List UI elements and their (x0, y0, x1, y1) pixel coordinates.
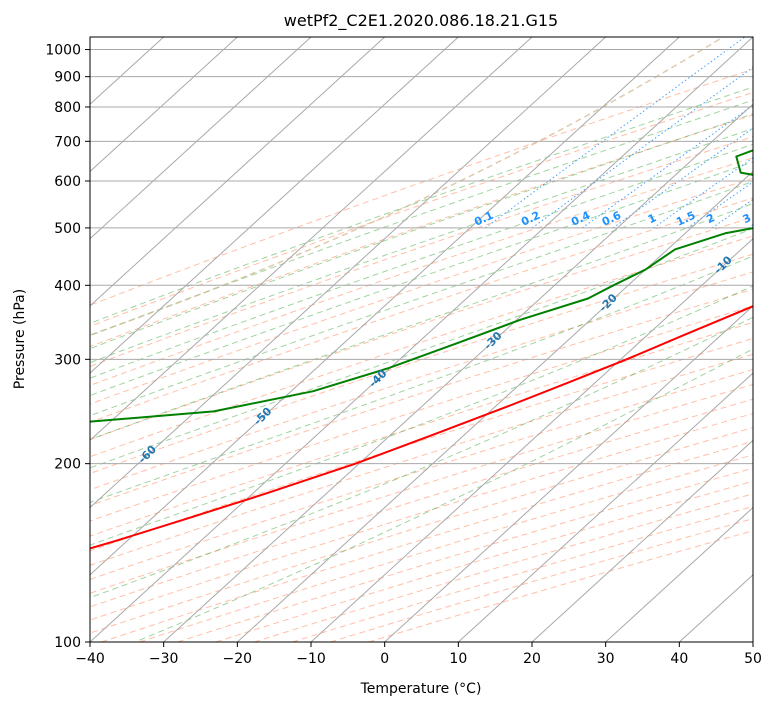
x-tick-label: 30 (597, 651, 615, 667)
isotherm-line (90, 37, 386, 307)
x-axis-title: Temperature (°C) (360, 681, 482, 697)
dry-adiabat (139, 454, 753, 642)
moist-adiabat (90, 113, 753, 350)
mixing-ratio-line (653, 157, 753, 229)
isotherm-line (90, 37, 533, 442)
y-tick-label: 300 (54, 352, 81, 368)
temperature-profile (90, 305, 753, 550)
y-axis: 100 200 300 400 500 600 700 800 900 1000 (45, 43, 90, 651)
y-tick-label: 800 (54, 100, 81, 116)
mixing-ratio-line (748, 224, 753, 229)
chart-title: wetPf2_C2E1.2020.086.18.21.G15 (284, 11, 558, 31)
isotherm-line (90, 37, 607, 509)
mixing-ratio-line (485, 37, 746, 229)
isotherm-label: -70 (21, 480, 44, 503)
isotherm-line (90, 37, 753, 642)
isotherm-line (236, 170, 753, 642)
mixing-ratio-label: 0.4 (569, 209, 592, 229)
mixing-ratio-label: 0.2 (519, 209, 542, 229)
y-axis-title: Pressure (hPa) (12, 289, 28, 389)
x-tick-label: 50 (744, 651, 762, 667)
isotherm-line (90, 37, 459, 374)
x-tick-label: 20 (523, 651, 541, 667)
y-tick-label: 1000 (45, 43, 81, 59)
isotherm-line (531, 439, 753, 642)
isotherm-line (310, 237, 753, 642)
mixing-ratio-label: 1 (646, 211, 658, 226)
y-tick-label: 500 (54, 221, 81, 237)
dry-adiabat (90, 353, 753, 566)
sounding-series (90, 149, 753, 550)
dry-adiabat (90, 427, 753, 634)
dry-adiabat (215, 480, 753, 642)
dry-adiabat (101, 440, 753, 642)
isotherm-line (90, 37, 680, 576)
mixing-ratio-line (531, 66, 753, 229)
isotherm-line (752, 641, 753, 642)
moist-adiabat (90, 255, 753, 504)
lcl-curve (90, 37, 724, 336)
x-tick-label: −40 (75, 651, 105, 667)
dry-adiabat (90, 288, 753, 507)
mixing-ratio-label: 3 (741, 211, 753, 226)
moist-adiabat (134, 348, 753, 642)
mixing-ratio-label: 0.1 (472, 209, 495, 229)
x-tick-label: −20 (223, 651, 253, 667)
dry-adiabat (177, 467, 753, 642)
line-annotations: 0.10.20.40.611.52346810131620253036-100-… (21, 209, 775, 503)
dry-adiabat (90, 177, 753, 405)
dry-adiabat (90, 216, 753, 441)
dry-adiabat (90, 383, 753, 594)
x-axis: −40 −30 −20 −10 0 10 20 30 40 50 (75, 642, 762, 667)
x-tick-label: 10 (449, 651, 467, 667)
mixing-ratio-line (612, 127, 753, 229)
y-tick-label: 400 (54, 278, 81, 294)
grid-lines (90, 37, 753, 642)
plot-frame (89, 36, 754, 643)
y-tick-label: 200 (54, 457, 81, 473)
y-tick-label: 900 (54, 70, 81, 86)
y-tick-label: 700 (54, 134, 81, 150)
isotherm-line (384, 305, 753, 642)
dewpoint-profile (90, 149, 753, 423)
dry-adiabat (90, 157, 753, 386)
isotherm-line (90, 37, 312, 240)
x-tick-label: 40 (670, 651, 688, 667)
x-tick-label: −10 (296, 651, 326, 667)
isotherm-line (90, 37, 238, 173)
y-tick-label: 600 (54, 174, 81, 190)
dry-adiabat (90, 91, 753, 327)
isotherm-line (457, 372, 753, 642)
dry-adiabat (90, 413, 753, 621)
mixing-ratio-line (687, 181, 753, 229)
dry-adiabat (90, 114, 753, 348)
dry-adiabat (292, 505, 753, 642)
isotherm-line (605, 506, 753, 642)
x-tick-label: −30 (149, 651, 179, 667)
mixing-ratio-label: 4 (767, 211, 775, 226)
x-tick-label: 0 (380, 651, 389, 667)
y-tick-label: 100 (54, 635, 81, 651)
isotherm-line (163, 103, 753, 642)
mixing-ratio-label: 2 (704, 211, 716, 226)
mixing-ratio-line (581, 104, 753, 229)
dry-adiabat (90, 253, 753, 475)
moist-adiabat (90, 161, 753, 397)
